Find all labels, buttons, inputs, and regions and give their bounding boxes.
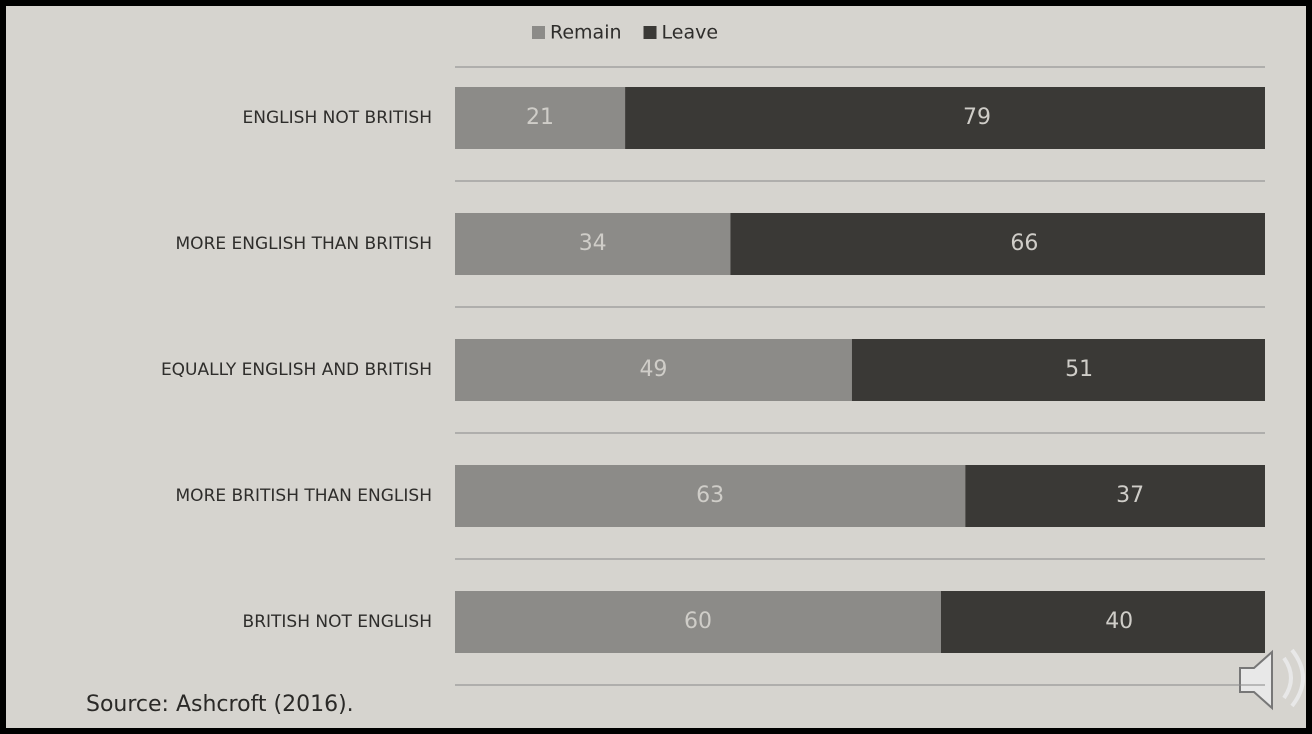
value-label: 34: [579, 231, 607, 256]
legend-swatch: [532, 26, 545, 39]
value-label: 49: [639, 357, 667, 382]
legend-label: Leave: [662, 22, 719, 44]
value-label: 51: [1065, 357, 1093, 382]
value-label: 40: [1105, 609, 1133, 634]
value-label: 21: [526, 105, 554, 130]
value-label: 79: [963, 105, 991, 130]
legend-label: Remain: [550, 22, 622, 44]
source-note: Source: Ashcroft (2016).: [86, 692, 354, 717]
category-label: ENGLISH NOT BRITISH: [243, 108, 432, 128]
bar-segment: [941, 591, 1265, 653]
legend-swatch: [644, 26, 657, 39]
value-label: 60: [684, 609, 712, 634]
bar-segment: [852, 339, 1265, 401]
category-label: MORE BRITISH THAN ENGLISH: [176, 486, 432, 506]
chart: Source: Ashcroft (2016). Remain Leave ENGL…: [0, 0, 1312, 734]
category-label: BRITISH NOT ENGLISH: [243, 612, 432, 632]
value-label: 66: [1010, 231, 1038, 256]
page: Source: Ashcroft (2016). Remain Leave ENGL…: [0, 0, 1312, 734]
bar-segment: [730, 213, 1265, 275]
value-label: 63: [696, 483, 724, 508]
category-label: EQUALLY ENGLISH AND BRITISH: [161, 360, 432, 380]
category-label: MORE ENGLISH THAN BRITISH: [176, 234, 432, 254]
bar-segment: [625, 87, 1265, 149]
value-label: 37: [1116, 483, 1144, 508]
